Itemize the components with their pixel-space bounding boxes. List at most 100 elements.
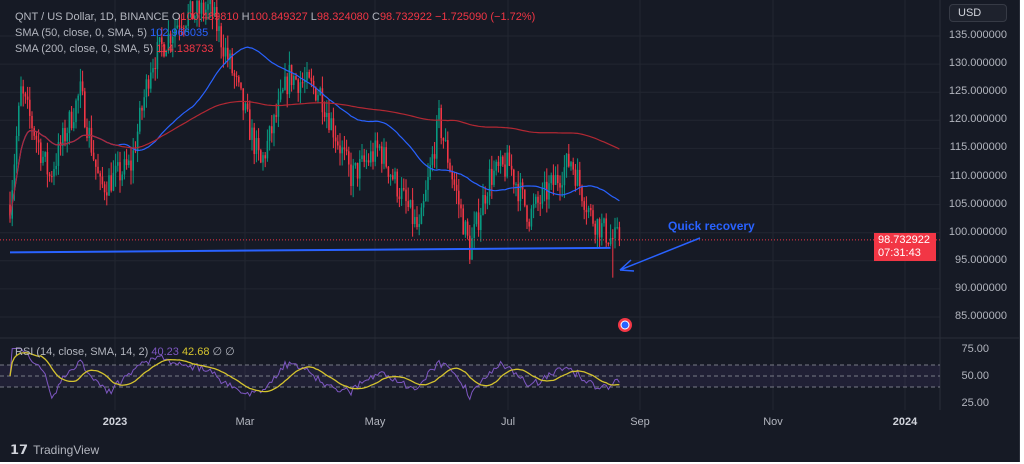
candle-body — [33, 128, 35, 136]
candle-body — [356, 162, 359, 179]
price-axis-label: 115.000000 — [949, 141, 1007, 154]
candle-body — [414, 217, 416, 225]
candle-body — [541, 188, 544, 204]
candle-body — [394, 171, 396, 180]
candle-body — [244, 103, 247, 111]
candle-body — [139, 107, 141, 132]
candle-body — [559, 183, 561, 188]
candle-body — [345, 149, 348, 152]
candle-body — [612, 238, 614, 240]
candle-body — [440, 107, 442, 139]
candle-body — [103, 184, 106, 193]
candle-body — [466, 221, 469, 236]
candle-body — [598, 218, 601, 238]
candle-body — [64, 128, 66, 142]
candle-body — [262, 155, 264, 163]
candle-body — [200, 2, 203, 14]
candle-body — [352, 165, 354, 186]
candle-body — [288, 64, 291, 95]
candle-body — [132, 150, 134, 171]
candle-body — [350, 164, 352, 186]
candle-body — [587, 207, 590, 213]
candle-body — [337, 141, 339, 146]
rsi-axis-label: 25.00 — [961, 397, 989, 409]
candle-body — [174, 28, 176, 37]
candle-body — [433, 154, 436, 159]
candle-body — [405, 189, 407, 202]
candle-body — [251, 127, 253, 140]
candle-body — [332, 118, 335, 138]
low-label: L — [310, 11, 317, 23]
candle-body — [477, 212, 480, 231]
candle-body — [398, 196, 401, 199]
candle-body — [95, 159, 97, 167]
currency-button[interactable]: USD — [949, 4, 1007, 22]
candle-body — [493, 170, 495, 185]
candle-body — [81, 81, 84, 92]
sma50-label: SMA (50, close, 0, SMA, 5) — [15, 27, 148, 39]
candle-body — [284, 76, 286, 90]
candle-body — [235, 76, 238, 78]
candle-body — [218, 26, 220, 32]
candle-body — [114, 165, 117, 173]
candle-body — [607, 242, 610, 245]
symbol-legend: QNT / US Dollar, 1D, BINANCE O100.489810… — [15, 11, 535, 23]
price-axis-label: 125.000000 — [948, 85, 1007, 98]
candle-body — [431, 154, 434, 166]
candle-body — [293, 76, 295, 86]
candle-body — [209, 0, 211, 5]
candle-body — [418, 223, 420, 228]
candle-body — [609, 238, 612, 245]
candle-body — [365, 160, 368, 162]
candle-body — [185, 25, 187, 29]
sma200-label: SMA (200, close, 0, SMA, 5) — [15, 43, 154, 55]
candle-body — [557, 174, 559, 184]
candle-body — [301, 82, 304, 84]
candle-body — [277, 99, 280, 117]
time-axis-label: May — [364, 416, 386, 428]
candle-body — [194, 15, 196, 20]
candle-body — [299, 82, 302, 93]
candle-body — [407, 201, 409, 208]
open-value: 100.489810 — [180, 11, 239, 23]
candle-body — [411, 200, 414, 225]
sma50-legend[interactable]: SMA (50, close, 0, SMA, 5) 102.966035 — [15, 27, 208, 39]
candle-body — [519, 182, 522, 202]
candle-body — [101, 176, 104, 185]
time-axis-label: Mar — [235, 416, 255, 428]
candle-body — [169, 33, 172, 44]
rsi-legend[interactable]: RSI (14, close, SMA, 14, 2) 40.23 42.68 … — [15, 345, 235, 358]
candle-body — [238, 76, 240, 83]
candle-body — [427, 176, 429, 190]
sma200-legend[interactable]: SMA (200, close, 0, SMA, 5) 114.138733 — [15, 43, 214, 55]
candle-body — [339, 145, 341, 154]
candle-body — [161, 37, 163, 44]
candle-body — [341, 147, 343, 154]
candle-body — [396, 171, 398, 197]
candle-body — [409, 200, 412, 208]
candle-body — [605, 218, 607, 243]
candle-body — [524, 189, 526, 206]
candle-body — [57, 142, 60, 166]
candle-body — [227, 47, 229, 60]
tradingview-logo[interactable]: 𝟭𝟳 TradingView — [10, 442, 99, 458]
candle-body — [233, 73, 236, 77]
candle-body — [482, 195, 484, 216]
candle-body — [9, 204, 11, 219]
candle-body — [110, 175, 112, 191]
candle-body — [480, 215, 482, 231]
candle-body — [442, 138, 445, 141]
candle-body — [420, 207, 423, 224]
candle-body — [130, 160, 132, 171]
candle-body — [488, 168, 491, 197]
candle-body — [517, 183, 519, 202]
candle-body — [183, 28, 185, 30]
candle-body — [172, 36, 174, 44]
candle-body — [552, 175, 555, 185]
candle-body — [286, 76, 288, 95]
candle-body — [257, 138, 260, 151]
candle-body — [266, 140, 269, 159]
candle-body — [535, 196, 537, 204]
